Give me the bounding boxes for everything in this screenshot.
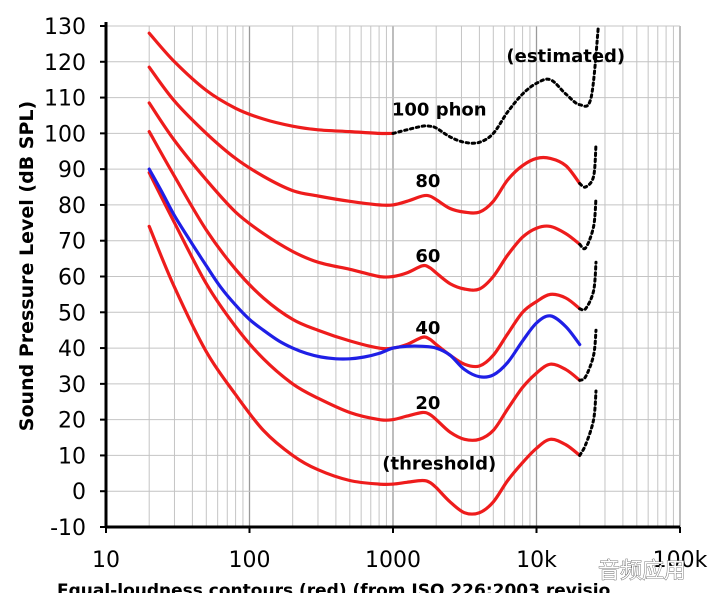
loudness-contour-red [147, 31, 395, 136]
y-axis-label: Sound Pressure Level (dB SPL) [16, 101, 38, 431]
y-tick-label: 20 [58, 409, 86, 434]
estimated-dotted-curve [391, 24, 600, 145]
x-tick-label: 100 [229, 548, 271, 573]
y-tick-label: 80 [58, 194, 86, 219]
estimated-dotted-curve [578, 196, 598, 251]
blue-curve [147, 167, 582, 379]
x-tick-label: 10k [516, 548, 557, 573]
series-group [147, 24, 600, 516]
contour-annotation: 40 [415, 318, 440, 339]
y-tick-label: 70 [58, 230, 86, 255]
contour-annotation: (estimated) [506, 46, 625, 67]
contour-annotation: 20 [415, 393, 440, 414]
y-tick-label: 40 [58, 337, 86, 362]
contour-annotation: 80 [415, 171, 440, 192]
grid [105, 25, 681, 528]
y-tick-label: 0 [72, 480, 86, 505]
watermark: 音频应用 [598, 559, 686, 584]
estimated-dotted-curve [578, 328, 598, 382]
estimated-dotted-curve [578, 389, 598, 457]
contour-annotation: 100 phon [392, 99, 487, 120]
y-tick-label: 120 [44, 51, 86, 76]
contour-annotation: (threshold) [382, 454, 496, 475]
estimated-dotted-curve [578, 142, 598, 189]
loudness-contour-red [147, 130, 582, 369]
y-tick-label: -10 [50, 516, 86, 541]
annotations: (estimated) 100 phon 80 60 40 20 (threshold) [382, 46, 625, 475]
y-tick-label: 60 [58, 266, 86, 291]
x-tick-label: 100k [653, 548, 708, 573]
y-tick-label: 110 [44, 87, 86, 112]
y-tick-label: 100 [44, 122, 86, 147]
loudness-contour-red [147, 101, 582, 292]
y-tick-label: 50 [58, 301, 86, 326]
y-tick-label: 10 [58, 444, 86, 469]
loudness-contour-red [147, 65, 582, 215]
y-tick-label: 30 [58, 373, 86, 398]
estimated-dotted-curve [578, 260, 598, 312]
x-tick-labels: 10 100 1000 10k 100k [92, 527, 708, 573]
x-tick-label: 1000 [365, 548, 421, 573]
x-axis-caption: Equal-loudness contours (red) (from ISO … [57, 581, 610, 593]
loudness-contour-red [147, 224, 582, 516]
y-tick-label: 130 [44, 15, 86, 40]
x-tick-label: 10 [92, 548, 120, 573]
y-tick-label: 90 [58, 158, 86, 183]
contour-annotation: 60 [415, 246, 440, 267]
loudness-contour-red [147, 171, 582, 442]
